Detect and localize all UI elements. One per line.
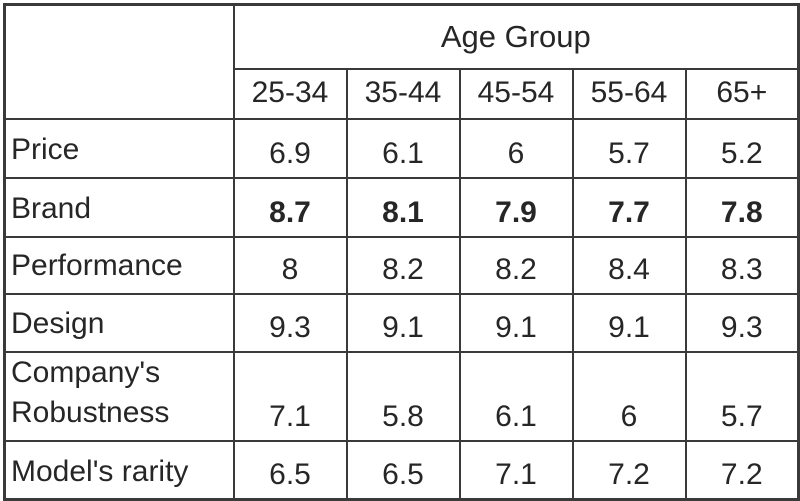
cell-value: 8.2 <box>345 235 461 295</box>
cell-value: 7.1 <box>458 439 574 501</box>
column-header-55-64: 55-64 <box>571 67 687 120</box>
column-header-25-34: 25-34 <box>232 67 348 120</box>
cell-value: 7.8 <box>684 176 800 238</box>
cell-value: 5.7 <box>571 117 687 179</box>
cell-value: 8.1 <box>345 176 461 238</box>
cell-value: 7.9 <box>458 176 574 238</box>
cell-value: 6.5 <box>345 439 461 501</box>
cell-value: 6 <box>571 350 687 442</box>
row-label-companys-robustness: Company's Robustness <box>3 350 235 442</box>
cell-value: 9.3 <box>232 292 348 353</box>
table-row-design: Design 9.3 9.1 9.1 9.1 9.3 <box>3 292 800 353</box>
cell-value: 6.1 <box>458 350 574 442</box>
cell-value: 6.9 <box>232 117 348 179</box>
row-label-design: Design <box>3 292 235 353</box>
cell-value: 8.3 <box>684 235 800 295</box>
table-row-models-rarity: Model's rarity 6.5 6.5 7.1 7.2 7.2 <box>3 439 800 501</box>
table-row-price: Price 6.9 6.1 6 5.7 5.2 <box>3 117 800 179</box>
cell-value: 9.1 <box>458 292 574 353</box>
table-row-performance: Performance 8 8.2 8.2 8.4 8.3 <box>3 235 800 295</box>
column-header-row: 25-34 35-44 45-54 55-64 65+ <box>5 67 800 120</box>
group-header-cell: Age Group <box>232 3 800 70</box>
cell-value: 7.2 <box>571 439 687 501</box>
cell-value: 6.5 <box>232 439 348 501</box>
column-header-45-54: 45-54 <box>458 67 574 120</box>
table-row-companys-robustness: Company's Robustness 7.1 5.8 6.1 6 5.7 <box>3 350 800 442</box>
cell-value: 5.2 <box>684 117 800 179</box>
group-header-row: Age Group <box>3 3 800 120</box>
cell-value: 8.7 <box>232 176 348 238</box>
cell-value: 8 <box>232 235 348 295</box>
corner-cell <box>3 3 235 120</box>
row-label-performance: Performance <box>3 235 235 295</box>
age-group-ratings-table: Age Group 25-34 35-44 45-54 55-64 65+ Pr… <box>3 3 800 501</box>
row-label-brand: Brand <box>3 176 235 238</box>
cell-value: 5.7 <box>684 350 800 442</box>
cell-value: 7.2 <box>684 439 800 501</box>
cell-value: 6 <box>458 117 574 179</box>
cell-value: 7.7 <box>571 176 687 238</box>
cell-value: 7.1 <box>232 350 348 442</box>
cell-value: 6.1 <box>345 117 461 179</box>
cell-value: 5.8 <box>345 350 461 442</box>
column-header-65plus: 65+ <box>684 67 800 120</box>
cell-value: 9.1 <box>345 292 461 353</box>
column-header-35-44: 35-44 <box>345 67 461 120</box>
cell-value: 8.4 <box>571 235 687 295</box>
cell-value: 9.1 <box>571 292 687 353</box>
row-label-models-rarity: Model's rarity <box>3 439 235 501</box>
row-label-price: Price <box>3 117 235 179</box>
table-row-brand: Brand 8.7 8.1 7.9 7.7 7.8 <box>3 176 800 238</box>
cell-value: 9.3 <box>684 292 800 353</box>
cell-value: 8.2 <box>458 235 574 295</box>
